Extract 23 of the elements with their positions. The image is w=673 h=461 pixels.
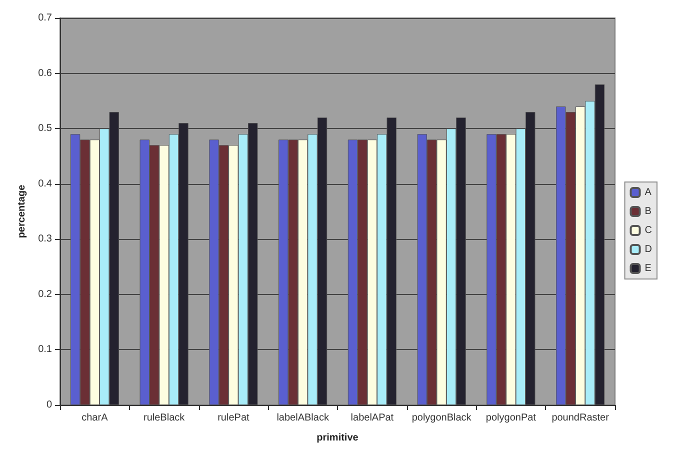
y-tick-label: 0.4 xyxy=(38,178,52,190)
x-tick-label: polygonBlack xyxy=(412,412,472,424)
y-tick-label: 0 xyxy=(46,400,52,410)
legend-label: D xyxy=(644,244,652,255)
x-tick-label: charA xyxy=(82,412,108,424)
y-tick-label: 0.6 xyxy=(38,68,52,79)
x-tick-label: labelAPat xyxy=(350,412,394,424)
y-tick-label: 0.7 xyxy=(38,12,52,24)
legend-label: B xyxy=(644,206,652,217)
x-tick-label: rulePat xyxy=(218,412,250,424)
x-axis-title: primitive xyxy=(316,432,359,444)
x-tick-label: poundRaster xyxy=(552,412,610,424)
x-tick-label: labelABlack xyxy=(276,412,330,424)
x-tick-label: ruleBlack xyxy=(143,412,186,424)
legend-label: E xyxy=(644,263,652,274)
legend-label: A xyxy=(644,187,652,198)
y-tick-label: 0.5 xyxy=(38,123,52,134)
y-axis-title: percentage xyxy=(16,184,28,238)
y-tick-label: 0.3 xyxy=(38,234,52,245)
legend-label: C xyxy=(644,225,652,236)
y-tick-label: 0.1 xyxy=(38,344,52,356)
x-tick-label: polygonPat xyxy=(486,412,536,424)
y-tick-label: 0.2 xyxy=(38,288,52,300)
